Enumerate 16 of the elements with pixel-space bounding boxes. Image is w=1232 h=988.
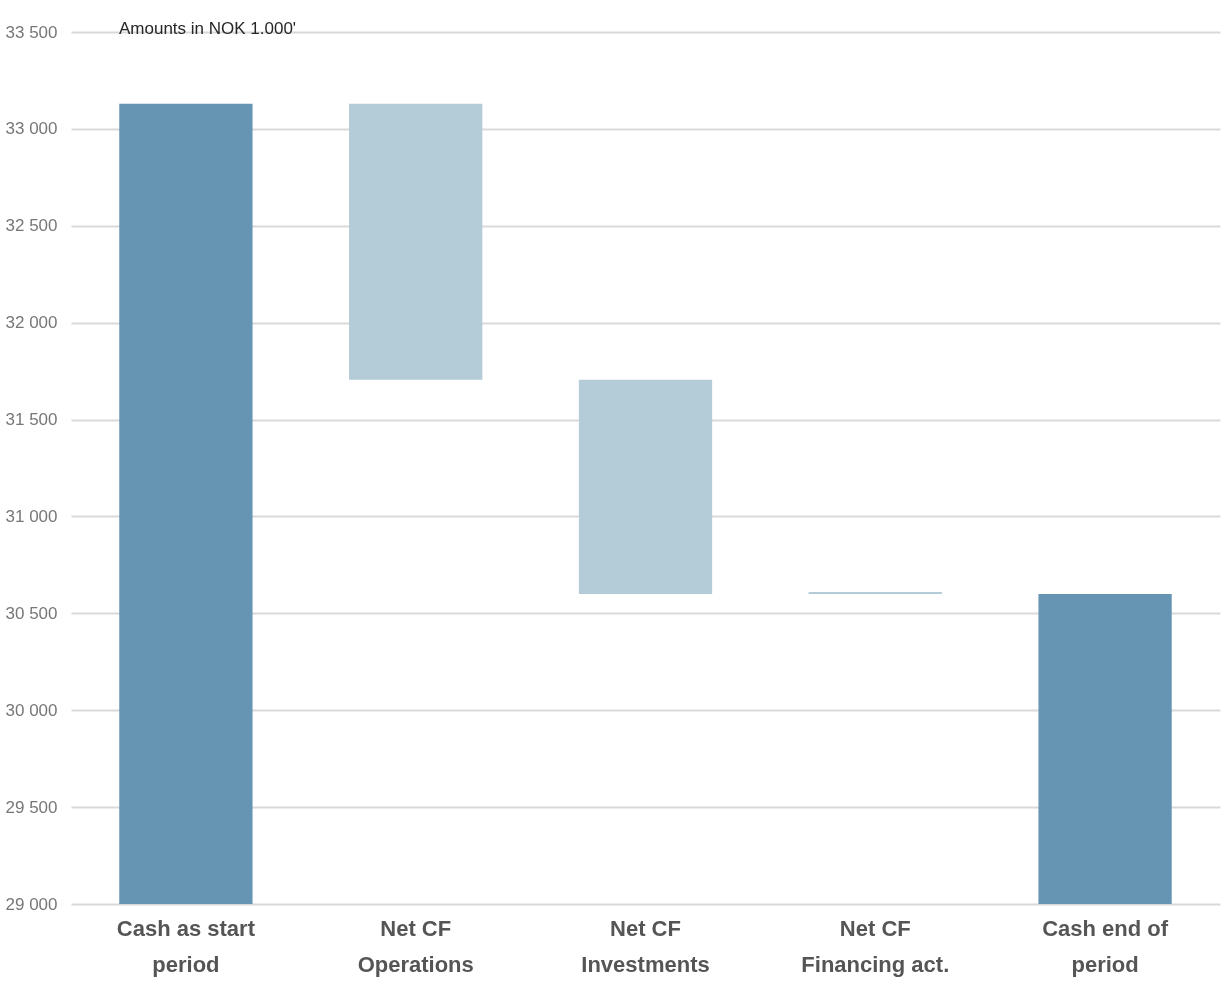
y-tick-label: 33 000 bbox=[5, 119, 58, 139]
y-tick-label: 29 500 bbox=[5, 797, 58, 817]
x-tick-label: Net CF Operations bbox=[357, 915, 474, 977]
y-tick-label: 30 000 bbox=[5, 700, 58, 720]
x-tick-label: Net CF Investments bbox=[581, 915, 710, 977]
x-tick-label: Net CF Financing act. bbox=[801, 915, 950, 977]
y-tick-label: 31 000 bbox=[5, 506, 58, 526]
y-tick-label: 32 000 bbox=[5, 313, 58, 333]
y-tick-label: 33 500 bbox=[5, 22, 58, 42]
annotation: Amounts in NOK 1.000' bbox=[119, 19, 297, 38]
x-tick-label: Cash end of period bbox=[1042, 915, 1169, 977]
y-tick-label: 29 000 bbox=[5, 894, 58, 914]
y-tick-label: 32 500 bbox=[5, 216, 58, 236]
y-tick-label: 31 500 bbox=[5, 410, 58, 430]
x-tick-label: Cash as start period bbox=[116, 915, 256, 977]
y-tick-label: 30 500 bbox=[5, 603, 58, 623]
